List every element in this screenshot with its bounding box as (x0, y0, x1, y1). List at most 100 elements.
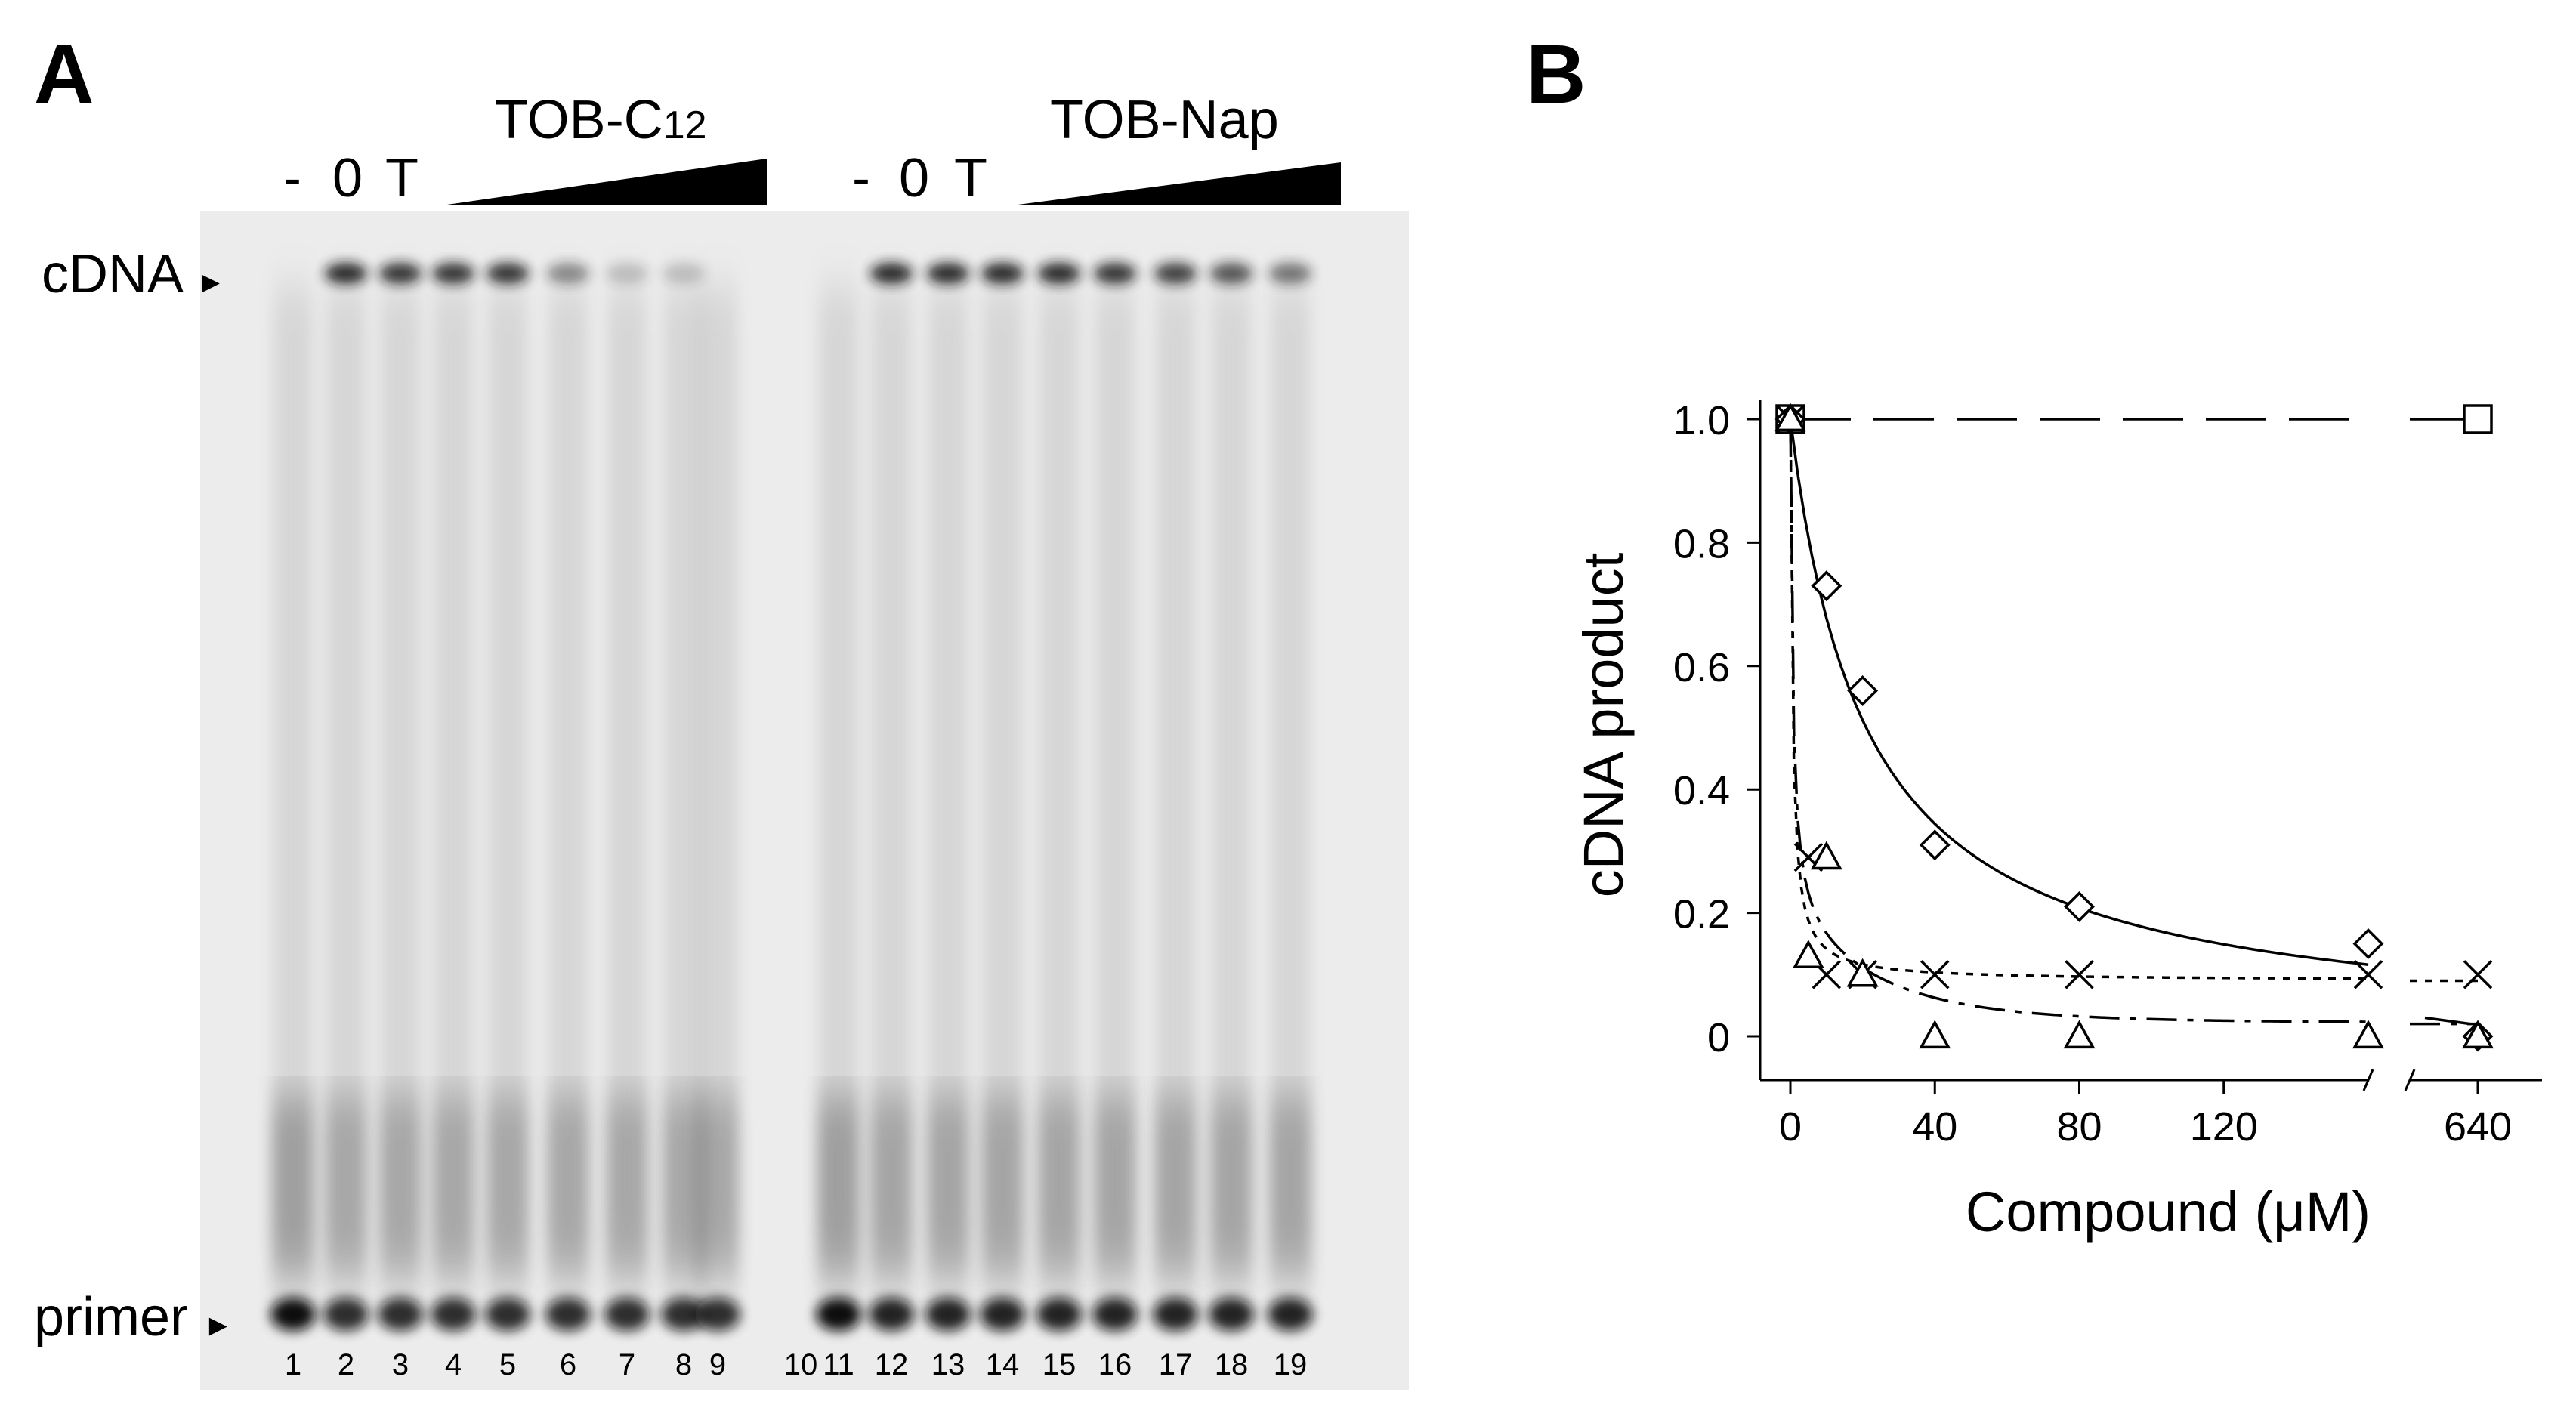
lane-smear (1039, 287, 1079, 1254)
lane-number: 3 (391, 1348, 409, 1381)
lane-lower-smear (1038, 1095, 1080, 1284)
lane-lower-smear (817, 1095, 860, 1284)
data-point-diamond (1811, 570, 1842, 602)
y-axis-label: cDNA product (1572, 552, 1635, 897)
data-point-diamond (2352, 928, 2384, 959)
lane-smear (928, 287, 968, 1254)
lane-lower-smear (981, 1095, 1024, 1284)
lane-smear (607, 287, 647, 1254)
y-tick-label: 0.2 (1673, 892, 1730, 937)
cdna-band (432, 263, 474, 284)
lane-smear (819, 287, 858, 1254)
control-label-minus: - (283, 148, 301, 208)
x-tick-label: 640 (2444, 1104, 2512, 1150)
lane-number: 19 (1273, 1348, 1308, 1381)
primer-band (1268, 1298, 1313, 1331)
concentration-wedge (1012, 162, 1341, 205)
lane-smear (488, 287, 527, 1254)
data-point-triangle (1846, 958, 1879, 987)
cdna-band (1154, 263, 1197, 284)
lane-smear (1271, 287, 1310, 1254)
x-tick-label: 40 (1912, 1104, 1957, 1150)
x-tick-label: 0 (1779, 1104, 1802, 1150)
y-tick-label: 0.4 (1673, 768, 1730, 813)
group-title-tob-nap: TOB-Nap (1050, 90, 1279, 150)
lane-number: 12 (874, 1348, 909, 1381)
x-tick-label: 80 (2056, 1104, 2102, 1150)
lane-lower-smear (1210, 1095, 1252, 1284)
lane-lower-smear (697, 1095, 739, 1284)
y-tick-label: 0.6 (1673, 645, 1730, 690)
lane-smear (1212, 287, 1251, 1254)
cdna-band (325, 263, 367, 284)
primer-band (323, 1298, 369, 1331)
control-label-zero: 0 (899, 148, 930, 208)
group-title-tob-c12: TOB-C12 (495, 90, 707, 150)
data-point-x (2065, 960, 2094, 989)
y-tick-label: 0 (1707, 1015, 1730, 1060)
primer-band (816, 1298, 861, 1331)
lane-smear (1156, 287, 1195, 1254)
primer-band (545, 1298, 591, 1331)
lane-lower-smear (1094, 1095, 1136, 1284)
data-point-triangle (1774, 403, 1806, 432)
primer-band (695, 1298, 740, 1331)
panel-a-label: A (34, 28, 94, 121)
lane-lower-smear (379, 1095, 422, 1284)
primer-band (270, 1298, 316, 1331)
lane-number: 8 (675, 1348, 693, 1381)
lane-number: 11 (823, 1348, 854, 1381)
primer-band (1209, 1298, 1254, 1331)
lane-number: 17 (1158, 1348, 1193, 1381)
data-point-square (2463, 404, 2493, 434)
data-point-triangle (2462, 1020, 2494, 1049)
data-point-diamond (2064, 890, 2095, 922)
x-tick-label: 120 (2190, 1104, 2258, 1150)
lane-smear (664, 287, 703, 1254)
data-point-diamond (1847, 675, 1879, 706)
y-tick-label: 1.0 (1673, 398, 1730, 443)
lane-smear (548, 287, 588, 1254)
lane-number: 4 (444, 1348, 462, 1381)
primer-band (604, 1298, 650, 1331)
primer-band (485, 1298, 530, 1331)
data-point-triangle (1919, 1020, 1951, 1049)
cdna-band (870, 263, 913, 284)
axis-break-mark (2404, 1069, 2416, 1091)
y-tick-label: 0.8 (1673, 521, 1730, 566)
control-label-t: T (954, 148, 987, 208)
lane-smear (326, 287, 366, 1254)
lane-lower-smear (272, 1095, 314, 1284)
lane-lower-smear (547, 1095, 589, 1284)
lane-number: 15 (1042, 1348, 1076, 1381)
cdna-band (981, 263, 1024, 284)
data-point-triangle (1792, 940, 1824, 968)
lane-number: 10 (783, 1348, 818, 1381)
lane-lower-smear (927, 1095, 969, 1284)
lane-number: 13 (931, 1348, 965, 1381)
lane-number: 6 (559, 1348, 577, 1381)
cdna-band (1038, 263, 1080, 284)
lane-lower-smear (870, 1095, 913, 1284)
control-label-minus: - (852, 148, 870, 208)
primer-band (1092, 1298, 1138, 1331)
cdna-marker-label: cDNA ► (42, 244, 226, 304)
primer-band (980, 1298, 1025, 1331)
lane-lower-smear (1269, 1095, 1311, 1284)
x-axis-label: Compound (μM) (1966, 1181, 2371, 1243)
lane-lower-smear (606, 1095, 648, 1284)
data-point-x (2353, 960, 2383, 989)
primer-band (869, 1298, 914, 1331)
primer-band (431, 1298, 476, 1331)
lane-number: 14 (985, 1348, 1020, 1381)
lane-number: 1 (284, 1348, 302, 1381)
data-point-triangle (2352, 1020, 2384, 1049)
data-point-triangle (1810, 841, 1842, 870)
cdna-band (379, 263, 422, 284)
primer-band (1036, 1298, 1082, 1331)
cdna-band (1269, 263, 1311, 284)
data-point-diamond (1919, 829, 1951, 861)
data-point-triangle (2063, 1020, 2096, 1049)
lane-smear (1095, 287, 1135, 1254)
